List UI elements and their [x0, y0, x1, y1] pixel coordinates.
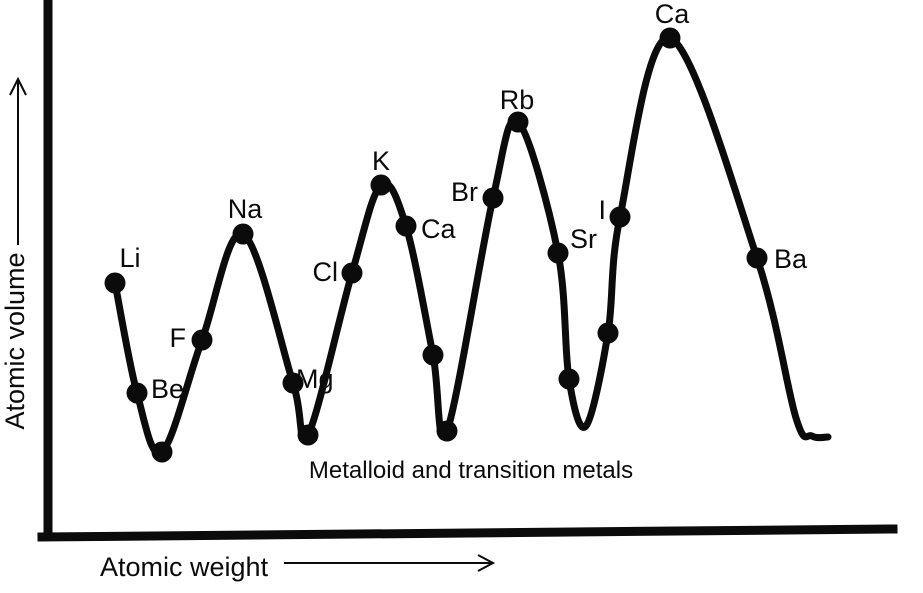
element-label-cl-7: Cl: [313, 257, 339, 287]
element-label-ca-9: Ca: [421, 214, 456, 244]
element-label-k-8: K: [372, 146, 390, 176]
data-point-unlabeled-11: [436, 420, 458, 442]
data-point-mg-5: [282, 372, 304, 394]
element-label-be-1: Be: [151, 374, 184, 404]
element-label-ba-20: Ba: [774, 244, 808, 274]
x-axis-arrow-icon: [284, 554, 496, 572]
y-axis-arrow-icon: [9, 76, 27, 245]
element-label-i-18: I: [598, 195, 606, 225]
annotation-metalloid-transition-metals: Metalloid and transition metals: [309, 457, 633, 484]
data-point-i-18: [609, 206, 631, 228]
data-point-unlabeled-2: [151, 441, 173, 463]
data-point-ba-20: [746, 247, 768, 269]
element-label-br-12: Br: [451, 177, 478, 207]
data-point-f-3: [191, 329, 213, 351]
x-axis-label: Atomic weight: [100, 552, 269, 582]
data-point-unlabeled-17: [597, 322, 619, 344]
data-point-na-4: [232, 223, 254, 245]
data-point-ca-19: [659, 27, 681, 49]
data-point-unlabeled-6: [297, 424, 319, 446]
data-point-be-1: [126, 382, 148, 404]
element-label-f-3: F: [170, 323, 187, 353]
element-label-rb-13: Rb: [500, 85, 535, 115]
data-point-ca-9: [395, 215, 417, 237]
element-label-ca-19: Ca: [655, 0, 690, 29]
data-point-unlabeled-15: [558, 368, 580, 390]
data-point-cl-7: [341, 262, 363, 284]
element-label-mg-5: Mg: [296, 364, 334, 394]
data-point-rb-13: [507, 111, 529, 133]
element-label-sr-14: Sr: [570, 224, 597, 254]
x-axis-line: [37, 524, 898, 542]
data-point-unlabeled-10: [422, 344, 444, 366]
data-point-sr-14: [547, 242, 569, 264]
data-point-br-12: [482, 187, 504, 209]
element-label-li-0: Li: [119, 243, 140, 273]
y-axis-label: Atomic volume: [0, 252, 30, 429]
atomic-volume-curve: [111, 34, 832, 457]
data-point-k-8: [370, 174, 392, 196]
element-label-na-4: Na: [228, 194, 263, 224]
data-point-li-0: [104, 272, 126, 294]
